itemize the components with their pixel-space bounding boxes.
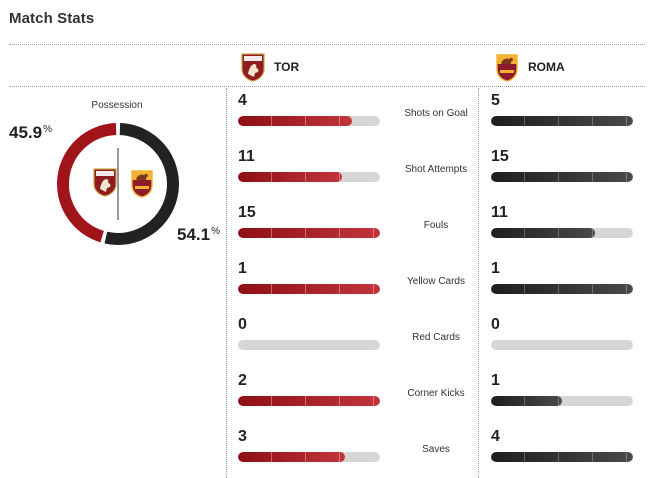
away-stat-bar-fill (491, 452, 633, 462)
torino-crest-icon (93, 168, 117, 197)
stat-label: Shots on Goal (404, 108, 468, 119)
away-stat-bar (491, 340, 633, 350)
home-stat-value: 3 (238, 428, 247, 445)
away-stat-value: 1 (491, 260, 500, 277)
home-stat-bar-fill (238, 116, 352, 126)
home-stat-bar (238, 396, 380, 406)
away-stat-value: 4 (491, 428, 500, 445)
away-stat-value: 11 (491, 204, 508, 221)
torino-crest-icon (241, 53, 265, 82)
home-stat-value: 11 (238, 148, 255, 165)
home-team-name: TOR (274, 60, 300, 74)
home-stat-bar (238, 172, 380, 182)
stat-label: Corner Kicks (407, 388, 465, 399)
home-team-header: TOR (240, 50, 299, 84)
away-team-header: ROMA (494, 50, 565, 84)
away-stat-bar (491, 116, 633, 126)
away-stat-value: 15 (491, 148, 509, 165)
stat-label: Saves (422, 444, 450, 455)
home-stat-value: 0 (238, 316, 247, 333)
home-stat-bar-fill (238, 228, 380, 238)
home-stat-bar-fill (238, 284, 380, 294)
divider (9, 86, 645, 87)
away-stat-bar-fill (491, 396, 562, 406)
away-stat-bar-fill (491, 116, 633, 126)
divider (9, 44, 645, 45)
stat-row: 2 Corner Kicks 1 (226, 368, 645, 424)
away-stat-bar (491, 452, 633, 462)
home-stat-value: 15 (238, 204, 256, 221)
stat-row: 0 Red Cards 0 (226, 312, 645, 368)
roma-crest-icon (496, 54, 518, 82)
home-stat-value: 1 (238, 260, 247, 277)
home-stat-bar-fill (238, 396, 380, 406)
home-possession-arc (57, 123, 117, 243)
home-stat-bar (238, 452, 380, 462)
away-stat-value: 0 (491, 316, 500, 333)
roma-crest-icon (131, 170, 153, 198)
away-stat-bar-fill (491, 172, 633, 182)
away-stat-bar (491, 396, 633, 406)
away-stat-value: 5 (491, 92, 500, 109)
home-stat-bar (238, 228, 380, 238)
possession-label: Possession (91, 100, 143, 111)
home-stat-value: 4 (238, 92, 247, 109)
home-possession-value: 45.9% (9, 123, 52, 142)
away-stat-value: 1 (491, 372, 500, 389)
away-stat-bar-fill (491, 284, 633, 294)
home-stat-bar-fill (238, 452, 345, 462)
stat-label: Shot Attempts (404, 164, 468, 175)
column-divider (478, 88, 479, 478)
away-stat-bar (491, 284, 633, 294)
away-stat-bar-fill (491, 228, 595, 238)
home-stat-bar (238, 340, 380, 350)
away-possession-arc (104, 123, 179, 245)
stat-row: 3 Saves 4 (226, 424, 645, 478)
away-stat-bar (491, 172, 633, 182)
stat-label: Fouls (423, 220, 449, 231)
stat-row: 15 Fouls 11 (226, 200, 645, 256)
home-stat-value: 2 (238, 372, 247, 389)
possession-donut-chart (57, 123, 179, 245)
stat-row: 11 Shot Attempts 15 (226, 144, 645, 200)
stat-label: Red Cards (412, 332, 460, 343)
home-stat-bar (238, 284, 380, 294)
stat-row: 4 Shots on Goal 5 (226, 88, 645, 144)
stat-row: 1 Yellow Cards 1 (226, 256, 645, 312)
page-title: Match Stats (9, 10, 95, 27)
stat-label: Yellow Cards (407, 276, 465, 287)
away-team-name: ROMA (528, 60, 565, 74)
away-stat-bar (491, 228, 633, 238)
home-stat-bar-fill (238, 172, 342, 182)
column-divider (226, 88, 227, 478)
away-possession-value: 54.1% (177, 225, 220, 244)
home-stat-bar (238, 116, 380, 126)
